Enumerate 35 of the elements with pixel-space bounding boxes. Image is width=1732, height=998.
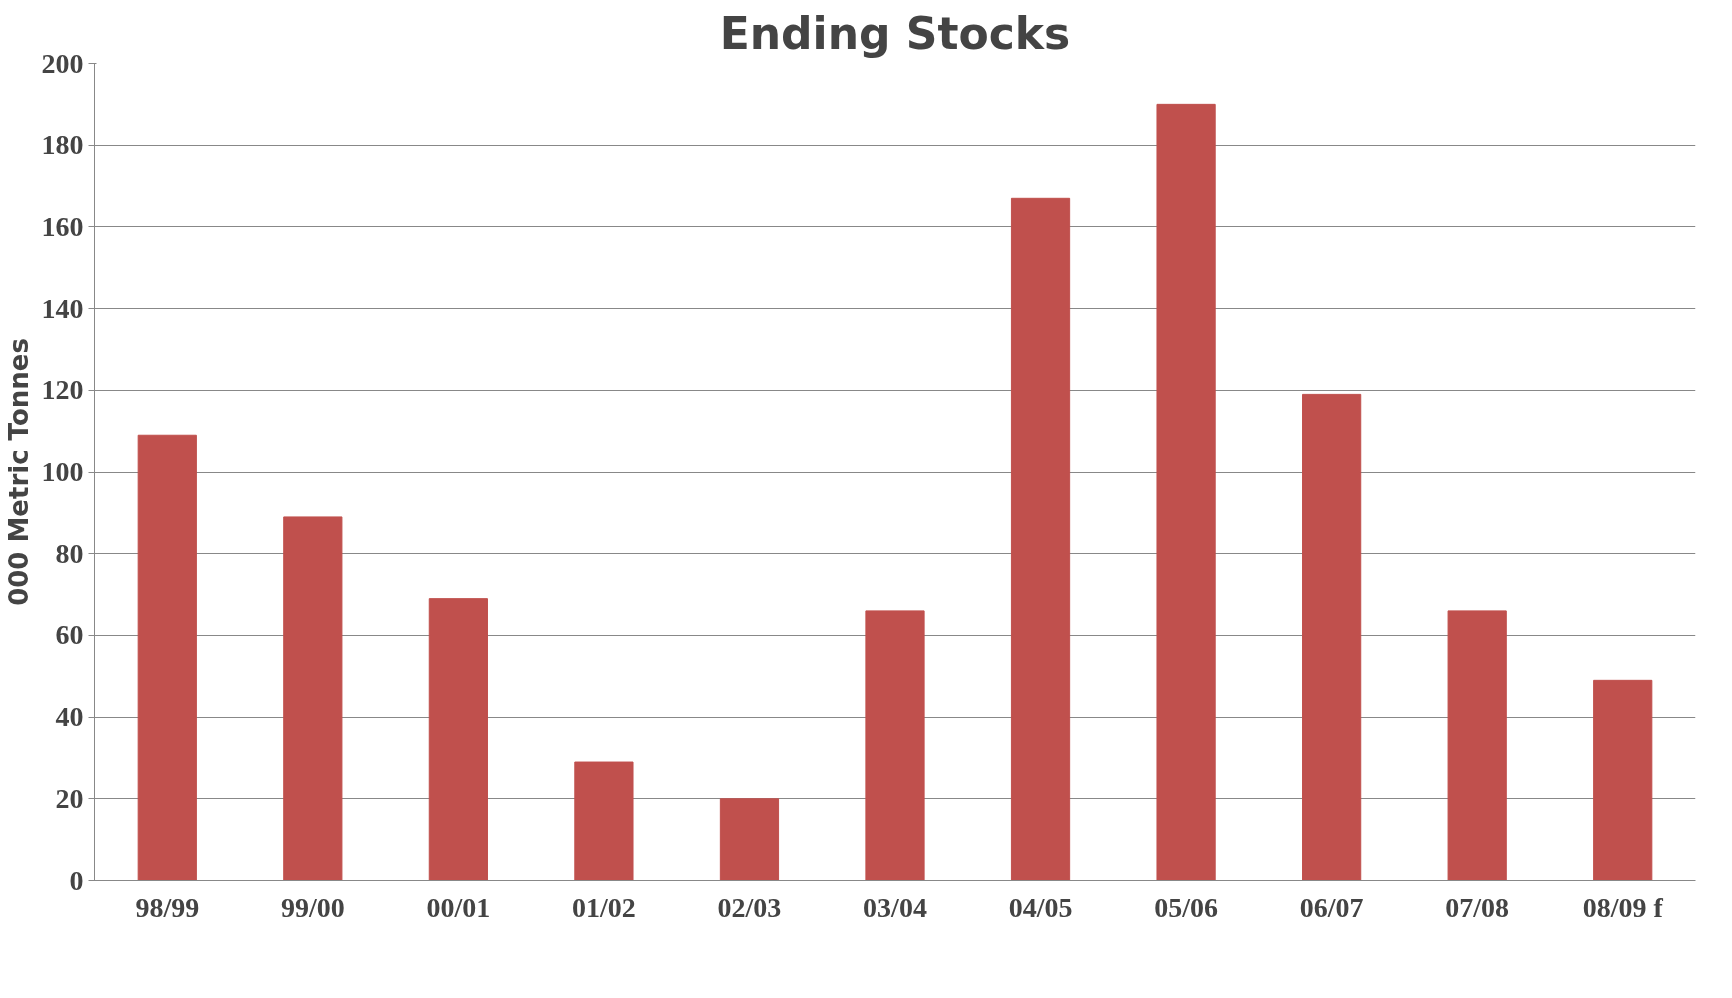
bar [137,434,197,881]
bar [1302,393,1362,881]
bar [1156,103,1216,881]
x-tick-label: 03/04 [863,891,927,923]
x-tick-label: 00/01 [426,891,491,923]
y-tick-label: 160 [41,210,84,242]
chart-title: Ending Stocks [719,7,1071,59]
y-tick-label: 120 [41,374,84,406]
y-tick-label: 100 [41,456,84,487]
x-tick-label: 01/02 [572,891,636,923]
x-tick-label: 06/07 [1299,891,1364,923]
y-tick-label: 200 [41,47,84,79]
x-tick-label: 07/08 [1445,891,1510,923]
bar [283,516,343,881]
x-tick-label: 08/09 f [1582,891,1664,923]
x-tick-label: 99/00 [280,891,345,923]
x-tick-label: 02/03 [717,891,782,923]
bar [428,598,488,881]
bar [574,761,634,881]
y-tick-label: 20 [55,782,84,814]
x-tick-label: 04/05 [1008,891,1073,923]
y-tick-label: 0 [69,864,84,896]
x-tick-label: 05/06 [1154,891,1218,923]
bar [865,610,925,881]
y-tick-label: 60 [55,619,84,651]
y-tick-label: 180 [41,129,84,161]
y-axis-title: 000 Metric Tonnes [3,338,34,606]
y-tick-label: 40 [55,701,84,733]
bar [1010,197,1071,881]
x-tick-label: 98/99 [135,891,200,923]
bar [1447,610,1507,881]
bar [1593,679,1653,881]
bar [719,798,780,881]
y-tick-label: 80 [55,537,84,569]
y-tick-label: 140 [41,292,84,324]
